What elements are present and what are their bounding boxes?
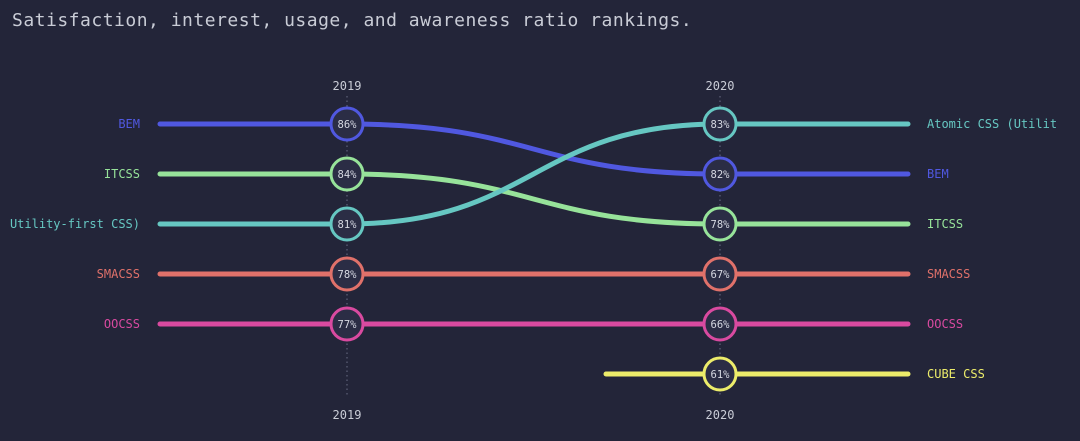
series-line-atomic-css-utilit (157, 121, 911, 227)
left-series-label: SMACSS (97, 267, 140, 281)
right-series-label: Atomic CSS (Utilit (927, 117, 1057, 131)
value-label: 81% (338, 219, 358, 231)
value-label: 83% (711, 119, 731, 131)
right-series-label: BEM (927, 167, 949, 181)
right-series-label: SMACSS (927, 267, 970, 281)
value-label: 77% (338, 319, 358, 331)
left-series-label: BEM (118, 117, 140, 131)
series-line-itcss (157, 171, 911, 227)
value-label: 84% (338, 169, 358, 181)
point-smacss-2019 (329, 256, 365, 292)
year-label-top: 2019 (333, 79, 362, 93)
point-cube-css-2020 (702, 356, 738, 392)
year-label-top: 2020 (706, 79, 735, 93)
right-series-label: ITCSS (927, 217, 963, 231)
value-label: 67% (711, 269, 731, 281)
year-label-bottom: 2020 (706, 408, 735, 422)
chart-title: Satisfaction, interest, usage, and aware… (12, 10, 693, 31)
value-label: 82% (711, 169, 731, 181)
point-smacss-2020 (702, 256, 738, 292)
value-label: 61% (711, 369, 731, 381)
point-itcss-2019 (329, 156, 365, 192)
left-series-label: Utility-first CSS) (10, 217, 140, 231)
point-oocss-2019 (329, 306, 365, 342)
point-atomic-css-utilit-2019 (329, 206, 365, 242)
left-series-label: OOCSS (104, 317, 140, 331)
value-label: 86% (338, 119, 358, 131)
value-label: 78% (338, 269, 358, 281)
point-itcss-2020 (702, 206, 738, 242)
right-series-label: CUBE CSS (927, 367, 985, 381)
series-line-bem (157, 121, 911, 177)
point-bem-2019 (329, 106, 365, 142)
year-label-bottom: 2019 (333, 408, 362, 422)
right-series-label: OOCSS (927, 317, 963, 331)
point-bem-2020 (702, 156, 738, 192)
value-label: 78% (711, 219, 731, 231)
point-oocss-2020 (702, 306, 738, 342)
left-series-label: ITCSS (104, 167, 140, 181)
value-label: 66% (711, 319, 731, 331)
point-atomic-css-utilit-2020 (702, 106, 738, 142)
